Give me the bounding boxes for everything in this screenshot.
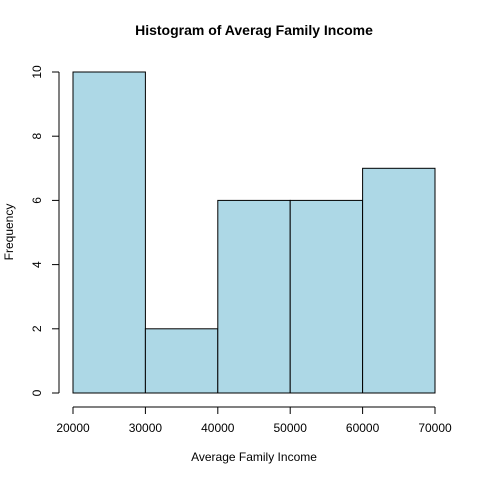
y-tick-label: 2	[30, 325, 44, 332]
x-tick-label: 20000	[56, 421, 90, 435]
y-tick-label: 10	[30, 65, 44, 79]
y-tick-label: 6	[30, 197, 44, 204]
histogram-bar	[362, 167, 436, 394]
x-axis: 20000 30000 40000 50000 60000 70000	[56, 406, 452, 435]
x-tick-label: 30000	[129, 421, 163, 435]
x-axis-label: Average Family Income	[191, 450, 317, 464]
y-axis: 0 2 4 6 8 10	[30, 65, 60, 396]
histogram-bar	[144, 328, 219, 394]
x-tick-label: 50000	[274, 421, 308, 435]
y-tick-label: 0	[30, 389, 44, 396]
x-tick-label: 60000	[346, 421, 380, 435]
y-tick-label: 8	[30, 133, 44, 140]
histogram-bar	[289, 199, 364, 394]
histogram-bar	[72, 71, 146, 394]
x-tick-label: 70000	[418, 421, 452, 435]
histogram-bars	[72, 71, 436, 394]
x-tick-label: 40000	[201, 421, 235, 435]
histogram-bar	[217, 199, 291, 394]
chart-title: Histogram of Averag Family Income	[135, 22, 373, 38]
y-tick-label: 4	[30, 261, 44, 268]
y-axis-label: Frequency	[2, 204, 16, 261]
